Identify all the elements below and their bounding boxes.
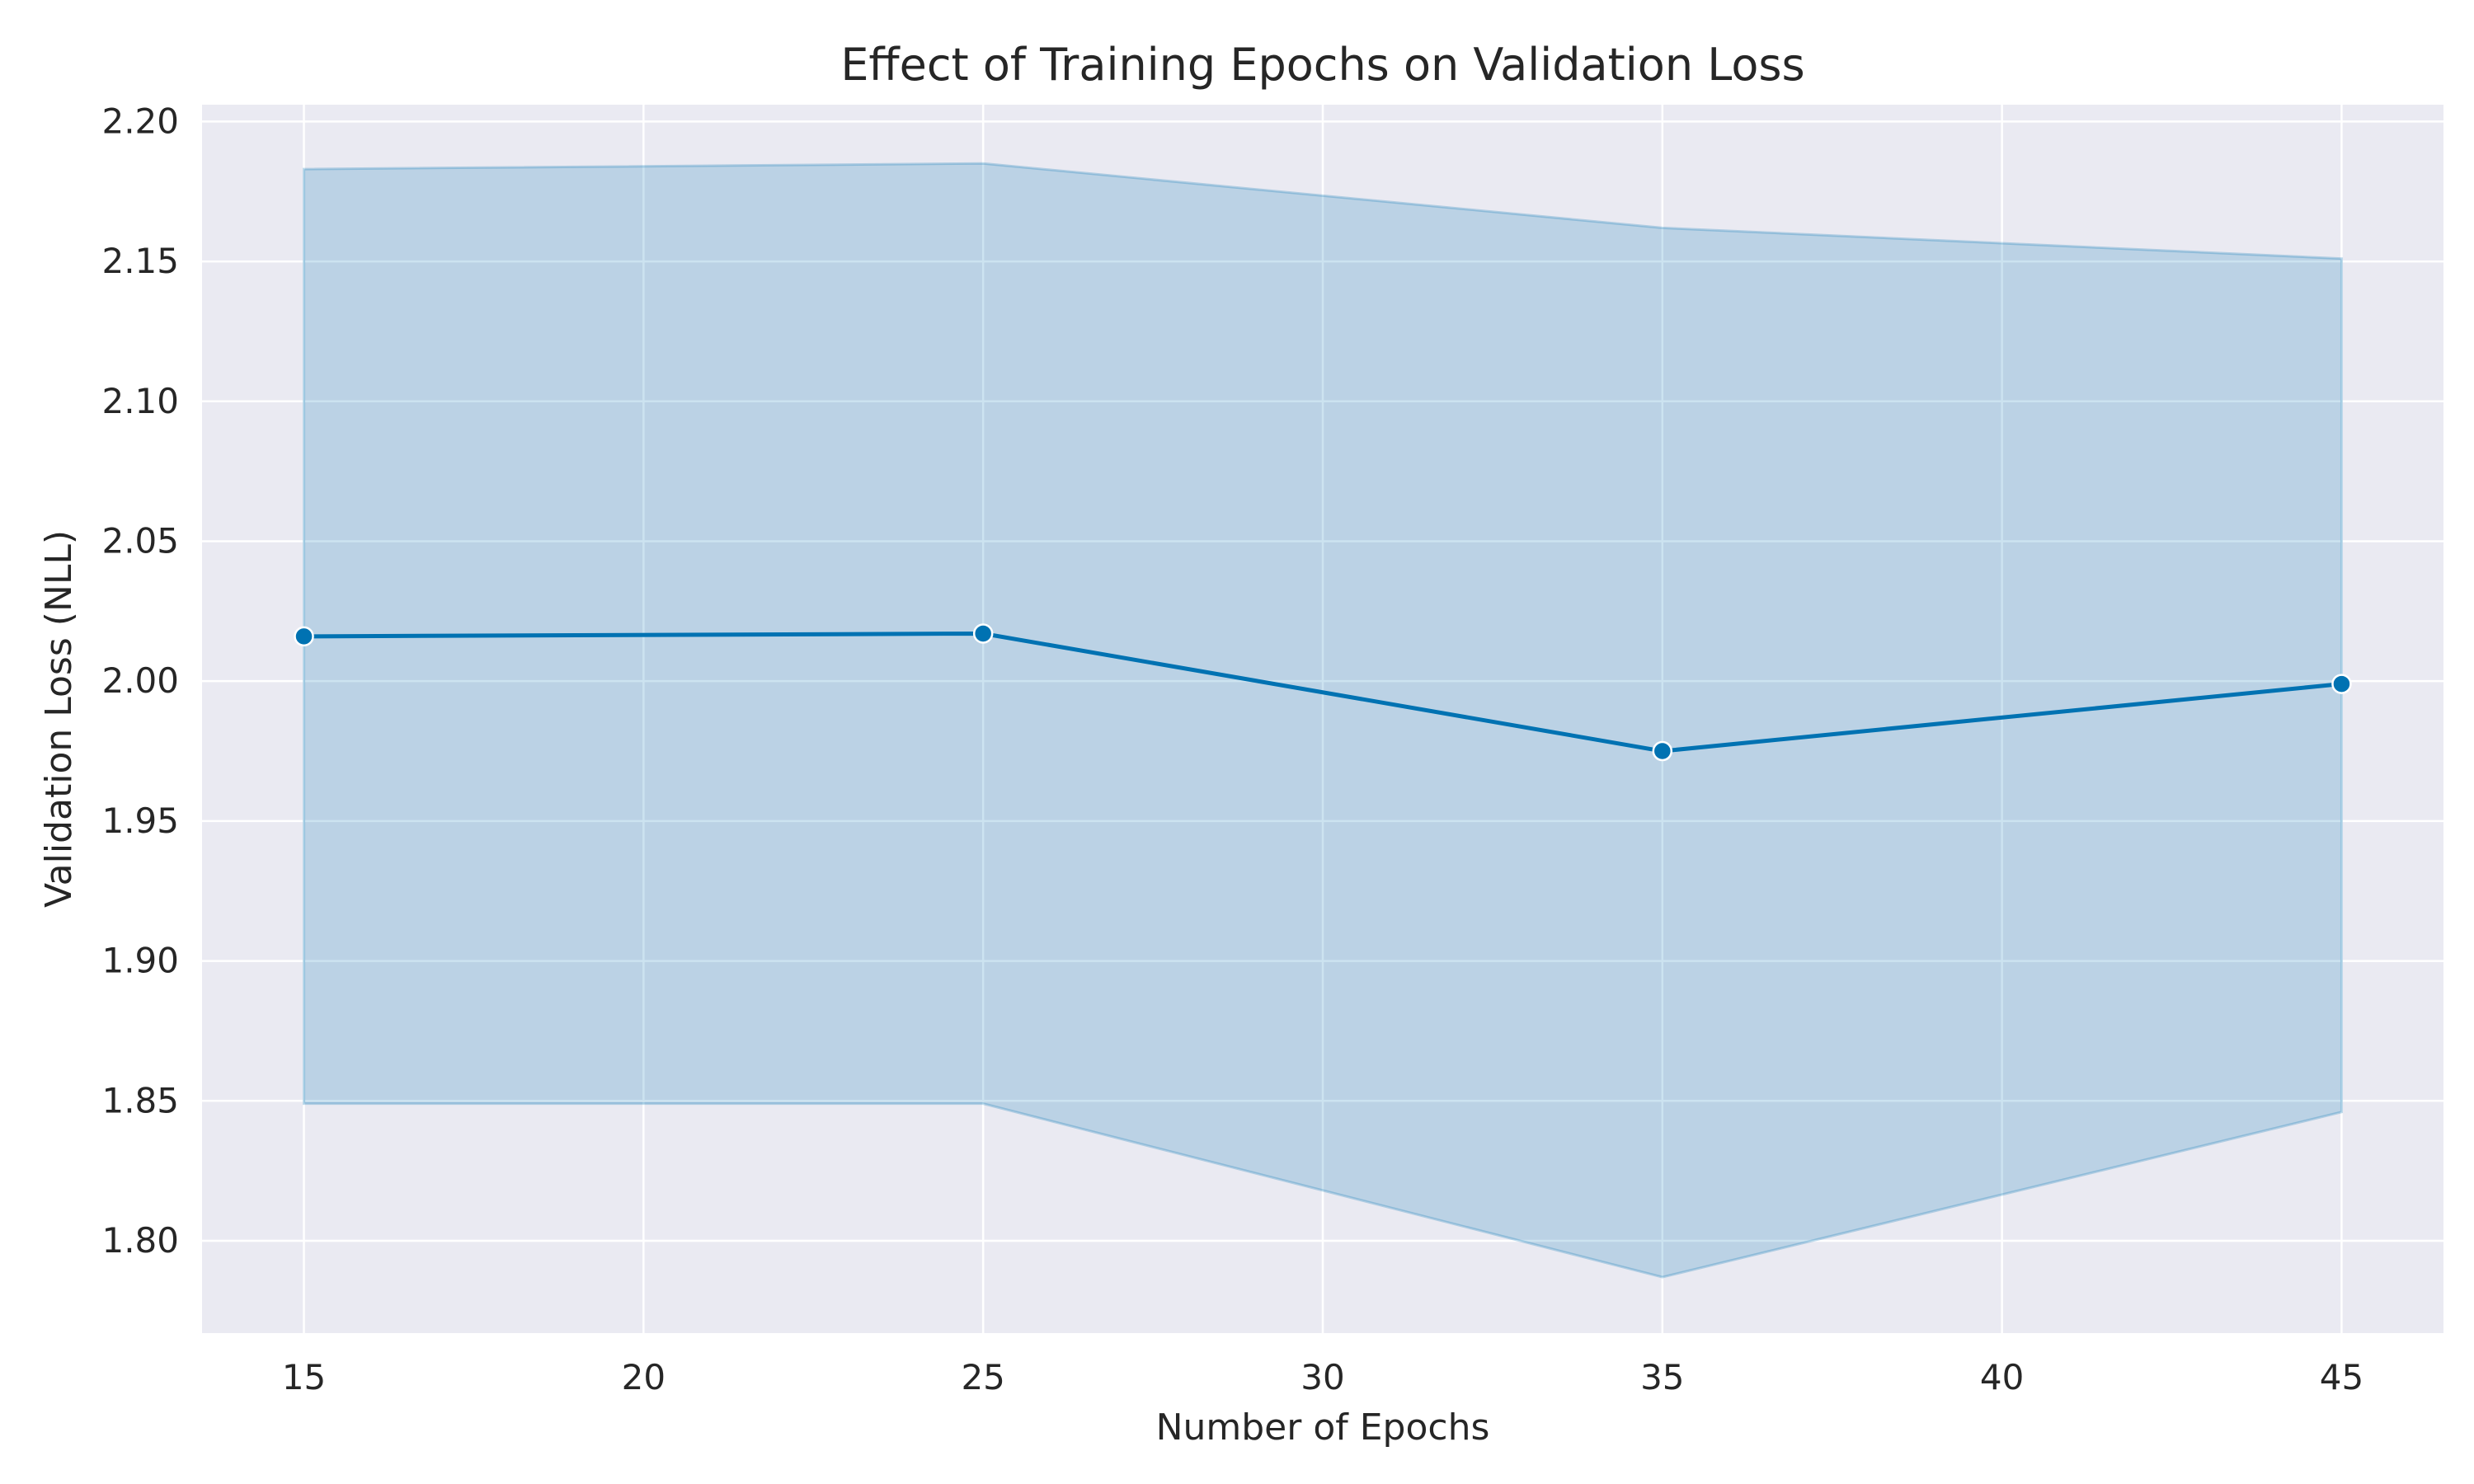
data-point	[972, 623, 994, 644]
data-point	[294, 626, 314, 647]
x-tick-label: 15	[282, 1357, 326, 1397]
confidence-band-group	[303, 162, 2343, 1279]
y-tick-label: 1.85	[101, 1080, 179, 1120]
x-tick-label: 40	[1980, 1357, 2024, 1397]
grid-lines	[202, 105, 2443, 1333]
data-point	[2331, 674, 2352, 694]
y-tick-label: 1.90	[101, 941, 179, 981]
series-line-group	[303, 631, 2342, 754]
y-tick-label: 2.20	[101, 101, 179, 141]
x-tick-label: 35	[1640, 1357, 1684, 1397]
x-tick-label: 45	[2320, 1357, 2363, 1397]
x-tick-labels: 15 20 25 30 35 40 45	[282, 1357, 2363, 1397]
y-tick-label: 2.15	[101, 241, 179, 281]
y-tick-label: 1.95	[101, 801, 179, 841]
y-tick-label: 2.10	[101, 381, 179, 421]
y-tick-label: 1.80	[101, 1220, 179, 1261]
y-axis-label: Validation Loss (NLL)	[38, 530, 80, 908]
x-tick-label: 30	[1300, 1357, 1344, 1397]
confidence-band	[303, 162, 2343, 1279]
chart-title: Effect of Training Epochs on Validation …	[840, 39, 1804, 91]
x-tick-label: 25	[961, 1357, 1004, 1397]
x-tick-label: 20	[622, 1357, 666, 1397]
x-axis-label: Number of Epochs	[1156, 1407, 1490, 1449]
data-point	[1652, 740, 1673, 762]
y-tick-label: 2.05	[101, 520, 179, 561]
series-line	[303, 631, 2342, 754]
y-tick-labels: 1.80 1.85 1.90 1.95 2.00 2.05 2.10 2.15 2.20	[101, 101, 179, 1261]
y-tick-label: 2.00	[101, 660, 179, 701]
data-points-group	[294, 623, 2352, 762]
